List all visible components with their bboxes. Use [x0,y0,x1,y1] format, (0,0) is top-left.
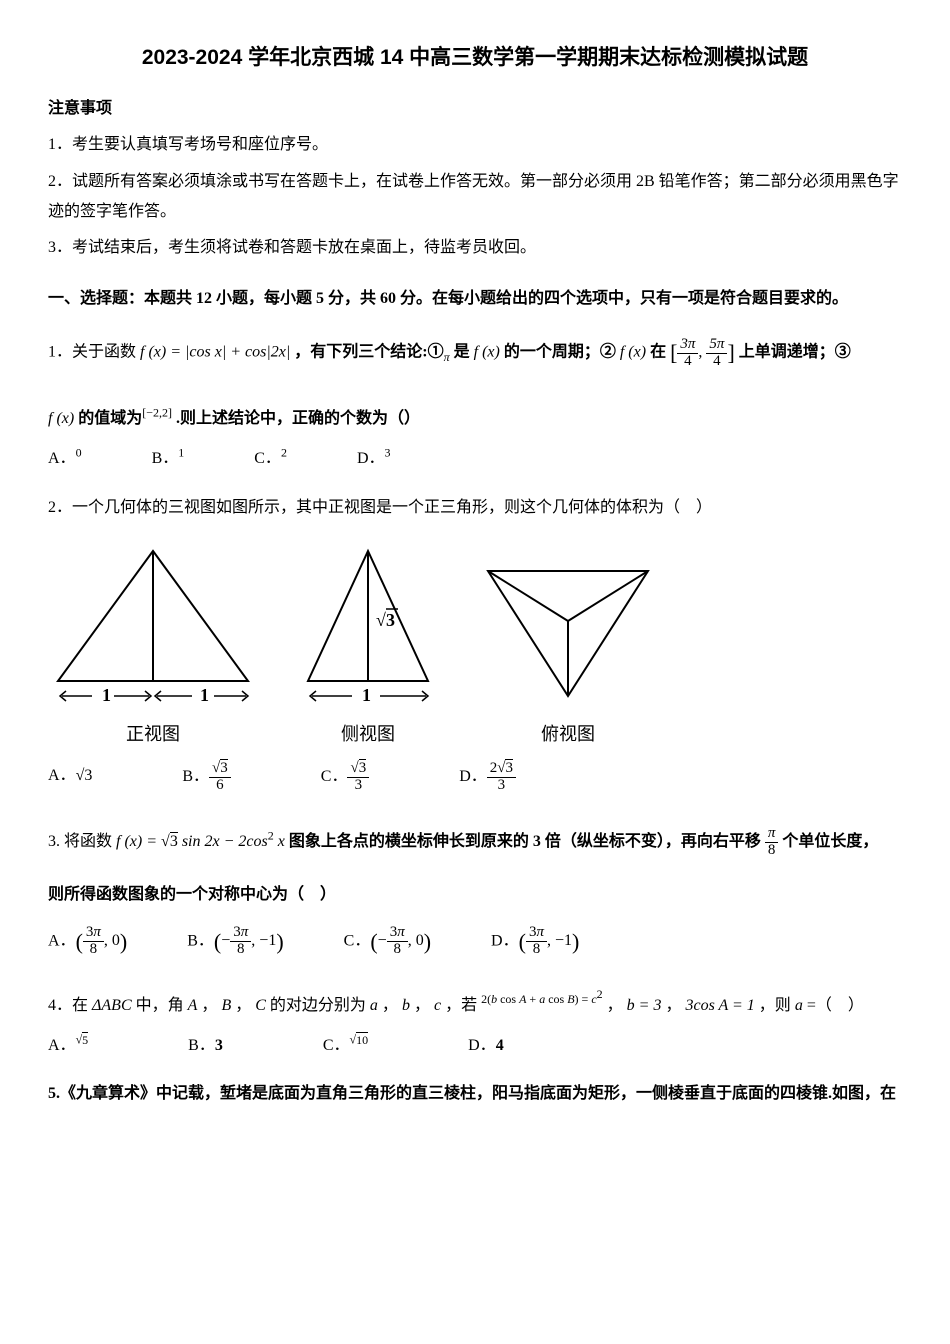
notice-heading: 注意事项 [48,94,902,124]
q3-line2: 则所得函数图象的一个对称中心为（ ） [48,880,902,910]
q1-mid1b: 是 [454,344,474,361]
q2-top-caption: 俯视图 [478,717,658,751]
q4-C: C [255,997,266,1014]
question-5: 5.《九章算术》中记载，堑堵是底面为直角三角形的直三棱柱，阳马指底面为矩形，一侧… [48,1079,902,1109]
q1-line2b: .则上述结论中，正确的个数为（） [176,410,420,427]
question-3: 3. 将函数 f (x) = √3 sin 2x − 2cos2 x 图象上各点… [48,826,902,963]
q4-c: c [434,997,441,1014]
q1-mid1: ，有下列三个结论:① [294,344,443,361]
q1-fx-1: f (x) [474,344,500,361]
q4-a2: a [795,997,803,1014]
q2-label-c: C． [321,768,348,785]
q2-b-den: 6 [209,778,231,794]
q2-front-view-figure: 1 1 [48,541,258,711]
svg-text:1: 1 [200,685,209,705]
q4-mid2c: ， [382,997,398,1014]
q2-label-d: D． [459,768,487,785]
q2-text: 2．一个几何体的三视图如图所示，其中正视图是一个正三角形，则这个几何体的体积为（… [48,493,902,523]
q1-prefix: 1．关于函数 [48,344,140,361]
q1-func: f (x) = |cos x| + cos|2x| [140,344,290,361]
q1-int-l-den: 4 [677,354,698,370]
svg-text:√: √ [376,610,386,630]
q4-mid4: ，若 [445,997,481,1014]
section-1-intro: 一、选择题：本题共 12 小题，每小题 5 分，共 60 分。在每小题给出的四个… [48,284,902,314]
q4-bval: b = 3 [627,997,662,1014]
q1-label-c: C． [254,450,281,467]
q4-prefix: 4．在 [48,997,92,1014]
q3-mid1: 图象上各点的横坐标伸长到原来的 3 倍（纵坐标不变），再向右平移 [289,833,765,850]
q1-label-b: B． [152,450,179,467]
q4-B: B [221,997,231,1014]
q4-mid6: ， [665,997,681,1014]
q1-opt-b: 1 [178,446,184,460]
notice-item-1: 1．考生要认真填写考场号和座位序号。 [48,130,902,160]
q3-mid2: 个单位长度， [782,833,878,850]
q4-label-d: D． [468,1037,496,1054]
q4-eq: 2(b cos A + a cos B) = c2 [481,992,603,1006]
q1-int-l-num: 3π [680,336,695,352]
question-1: 1．关于函数 f (x) = |cos x| + cos|2x| ，有下列三个结… [48,332,902,475]
q4-b: b [402,997,410,1014]
q4-opt-d: 4 [496,1037,504,1054]
q3-shift-den: 8 [765,843,779,859]
q1-opt-a: 0 [76,446,82,460]
q1-opt-c: 2 [281,446,287,460]
q3-label-d: D． [491,932,519,949]
q4-mid8: =（ ） [807,997,864,1014]
q1-opt-d: 3 [385,446,391,460]
svg-text:3: 3 [386,610,395,630]
q3-label-a: A． [48,932,76,949]
q1-mid2: 的一个周期；② [504,344,620,361]
q4-A: A [188,997,198,1014]
q3-func: f (x) = √3 sin 2x − 2cos2 x [116,833,285,850]
q1-mid4: 上单调递增；③ [739,344,851,361]
question-4: 4．在 ΔABC 中，角 A ， B ， C 的对边分别为 a ， b ， c … [48,991,902,1062]
q4-label-a: A． [48,1037,76,1054]
q4-opt-b: 3 [215,1037,223,1054]
q4-mid2d: ， [414,997,430,1014]
notice-item-3: 3．考试结束后，考生须将试卷和答题卡放在桌面上，待监考员收回。 [48,233,902,263]
q2-label-b: B． [182,768,209,785]
svg-text:1: 1 [102,685,111,705]
q2-label-a: A． [48,767,76,784]
q1-line2a: 的值域为 [78,410,142,427]
q1-fx-2: f (x) [620,344,646,361]
notice-item-2: 2．试题所有答案必须填涂或书写在答题卡上，在试卷上作答无效。第一部分必须用 2B… [48,167,902,228]
q2-side-view-figure: √ 3 1 [298,541,438,711]
q2-top-view-figure [478,561,658,711]
q3-prefix: 3. 将函数 [48,833,116,850]
q4-a: a [370,997,378,1014]
q4-mid2b: ， [235,997,251,1014]
q4-mid5: ， [607,997,623,1014]
q1-int-r-den: 4 [706,354,727,370]
q1-fx-3: f (x) [48,410,74,427]
q4-label-b: B． [188,1037,215,1054]
question-2: 2．一个几何体的三视图如图所示，其中正视图是一个正三角形，则这个几何体的体积为（… [48,493,902,794]
q2-side-caption: 侧视图 [298,717,438,751]
svg-text:1: 1 [362,685,371,705]
q4-mid1: 中，角 [136,997,188,1014]
q1-mid3: 在 [650,344,666,361]
q4-cosA: 3cos A = 1 [685,997,754,1014]
q1-label-d: D． [357,450,385,467]
q1-int-r-num: 5π [709,336,724,352]
q3-shift-num: π [768,825,776,841]
q4-mid2a: ， [201,997,217,1014]
q1-range: [−2,2] [142,406,172,420]
q4-mid7: ，则 [759,997,795,1014]
q2-front-caption: 正视图 [48,717,258,751]
q3-label-c: C． [344,932,371,949]
q4-label-c: C． [323,1037,350,1054]
q2-d-den: 3 [487,778,516,794]
q5-text: 5.《九章算术》中记载，堑堵是底面为直角三角形的直三棱柱，阳马指底面为矩形，一侧… [48,1079,902,1109]
q1-period: π [444,350,450,364]
q1-label-a: A． [48,450,76,467]
q4-mid3: 的对边分别为 [270,997,370,1014]
q4-tri: ΔABC [92,997,132,1014]
q3-label-b: B． [187,932,214,949]
q2-c-den: 3 [347,778,369,794]
page-title: 2023-2024 学年北京西城 14 中高三数学第一学期期末达标检测模拟试题 [48,38,902,78]
